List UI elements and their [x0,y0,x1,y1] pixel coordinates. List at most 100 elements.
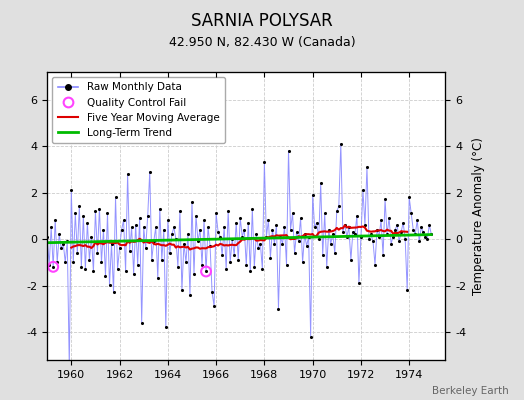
Point [200,217,208,224]
Point [148,257,156,263]
Point [77,264,85,270]
Point [228,236,236,242]
Text: Berkeley Earth: Berkeley Earth [432,386,508,396]
Point [161,324,170,330]
Point [397,229,406,235]
Point [212,210,220,217]
Point [206,243,214,249]
Point [144,212,152,219]
Point [401,236,409,242]
Point [278,240,287,247]
Point [343,234,351,240]
Point [375,234,383,240]
Point [347,257,355,263]
Point [119,217,128,224]
Point [216,234,224,240]
Point [266,254,275,261]
Point [260,159,269,166]
Point [182,259,190,265]
Point [254,245,263,252]
Point [405,194,413,200]
Point [311,224,319,230]
Point [51,217,59,224]
Point [156,206,164,212]
Point [65,364,73,370]
Point [146,168,154,175]
Point [163,217,172,224]
Point [151,224,160,230]
Point [367,231,375,238]
Point [419,229,428,235]
Point [43,234,51,240]
Point [341,222,349,228]
Point [351,231,359,238]
Point [67,187,75,193]
Point [218,252,226,258]
Point [127,224,136,230]
Point [176,208,184,214]
Point [184,231,192,238]
Point [236,215,244,221]
Point [55,231,63,238]
Point [210,303,219,310]
Point [280,224,289,230]
Point [304,234,313,240]
Point [160,226,168,233]
Point [173,264,182,270]
Point [357,234,365,240]
Point [316,180,325,186]
Point [97,259,106,265]
Point [379,252,387,258]
Point [314,236,323,242]
Point [202,268,210,275]
Point [298,259,307,265]
Point [105,282,114,289]
Point [274,306,282,312]
Point [331,250,339,256]
Point [69,259,78,265]
Point [307,333,315,340]
Point [188,198,196,205]
Point [421,234,430,240]
Point [113,266,122,272]
Point [359,187,367,193]
Point [95,206,104,212]
Point [172,236,180,242]
Point [348,229,357,235]
Point [83,220,92,226]
Point [248,206,257,212]
Point [413,217,421,224]
Point [81,266,90,272]
Point [53,259,61,265]
Point [214,229,222,235]
Point [149,238,158,244]
Point [63,238,71,244]
Point [139,224,148,230]
Point [345,224,353,230]
Point [361,222,369,228]
Point [321,210,329,217]
Point [415,238,423,244]
Point [75,203,83,210]
Point [170,224,178,230]
Point [134,261,142,268]
Point [425,222,433,228]
Point [355,280,363,286]
Point [393,222,401,228]
Point [122,268,130,275]
Point [73,250,82,256]
Point [323,264,331,270]
Point [222,266,231,272]
Point [369,238,377,244]
Point [230,252,238,258]
Point [71,210,80,217]
Legend: Raw Monthly Data, Quality Control Fail, Five Year Moving Average, Long-Term Tren: Raw Monthly Data, Quality Control Fail, … [52,77,225,143]
Point [115,245,124,252]
Point [427,231,435,238]
Point [377,217,385,224]
Point [423,236,431,242]
Point [49,264,58,270]
Point [190,270,198,277]
Point [137,319,146,326]
Text: SARNIA POLYSAR: SARNIA POLYSAR [191,12,333,30]
